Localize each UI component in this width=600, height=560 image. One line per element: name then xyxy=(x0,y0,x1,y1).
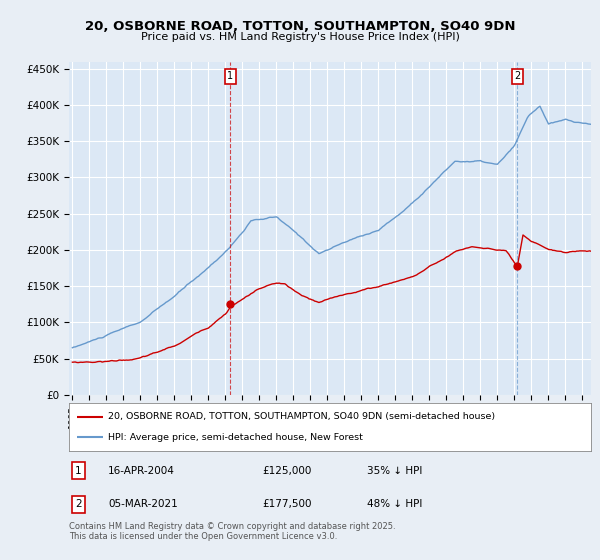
Text: 1: 1 xyxy=(75,465,82,475)
Text: £177,500: £177,500 xyxy=(262,500,311,510)
Text: 05-MAR-2021: 05-MAR-2021 xyxy=(108,500,178,510)
Text: HPI: Average price, semi-detached house, New Forest: HPI: Average price, semi-detached house,… xyxy=(108,433,363,442)
Text: 2: 2 xyxy=(514,71,521,81)
Text: £125,000: £125,000 xyxy=(262,465,311,475)
Text: 48% ↓ HPI: 48% ↓ HPI xyxy=(367,500,422,510)
Text: 20, OSBORNE ROAD, TOTTON, SOUTHAMPTON, SO40 9DN: 20, OSBORNE ROAD, TOTTON, SOUTHAMPTON, S… xyxy=(85,20,515,32)
Text: Contains HM Land Registry data © Crown copyright and database right 2025.
This d: Contains HM Land Registry data © Crown c… xyxy=(69,522,395,542)
Text: Price paid vs. HM Land Registry's House Price Index (HPI): Price paid vs. HM Land Registry's House … xyxy=(140,32,460,43)
Text: 1: 1 xyxy=(227,71,233,81)
Text: 16-APR-2004: 16-APR-2004 xyxy=(108,465,175,475)
Text: 20, OSBORNE ROAD, TOTTON, SOUTHAMPTON, SO40 9DN (semi-detached house): 20, OSBORNE ROAD, TOTTON, SOUTHAMPTON, S… xyxy=(108,412,495,421)
Text: 35% ↓ HPI: 35% ↓ HPI xyxy=(367,465,422,475)
Text: 2: 2 xyxy=(75,500,82,510)
